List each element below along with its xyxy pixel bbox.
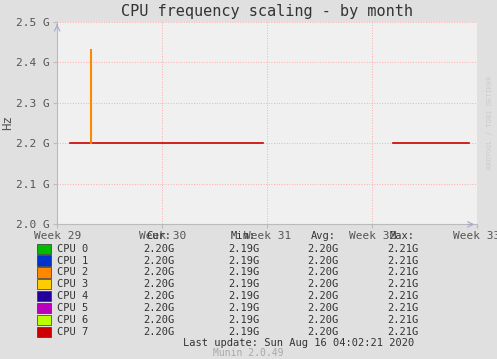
Text: Cur:: Cur: bbox=[147, 231, 171, 241]
Text: 2.19G: 2.19G bbox=[228, 267, 259, 278]
Text: 2.19G: 2.19G bbox=[228, 303, 259, 313]
Text: 2.20G: 2.20G bbox=[308, 279, 338, 289]
Text: 2.19G: 2.19G bbox=[228, 291, 259, 301]
Bar bbox=[37, 256, 51, 266]
Text: CPU 3: CPU 3 bbox=[57, 279, 88, 289]
Bar bbox=[37, 291, 51, 301]
Text: 2.21G: 2.21G bbox=[387, 279, 418, 289]
Text: 2.19G: 2.19G bbox=[228, 327, 259, 337]
Bar bbox=[37, 243, 51, 254]
Text: 2.21G: 2.21G bbox=[387, 256, 418, 266]
Text: 2.21G: 2.21G bbox=[387, 244, 418, 253]
Text: 2.20G: 2.20G bbox=[308, 327, 338, 337]
Text: 2.20G: 2.20G bbox=[308, 291, 338, 301]
Title: CPU frequency scaling - by month: CPU frequency scaling - by month bbox=[121, 4, 413, 19]
Text: 2.20G: 2.20G bbox=[308, 303, 338, 313]
Text: 2.20G: 2.20G bbox=[144, 256, 174, 266]
Text: 2.19G: 2.19G bbox=[228, 279, 259, 289]
Text: CPU 7: CPU 7 bbox=[57, 327, 88, 337]
Text: CPU 4: CPU 4 bbox=[57, 291, 88, 301]
Text: CPU 2: CPU 2 bbox=[57, 267, 88, 278]
Text: Min:: Min: bbox=[231, 231, 256, 241]
Text: 2.20G: 2.20G bbox=[144, 279, 174, 289]
Text: 2.19G: 2.19G bbox=[228, 256, 259, 266]
Bar bbox=[37, 267, 51, 278]
Text: 2.21G: 2.21G bbox=[387, 303, 418, 313]
Text: 2.20G: 2.20G bbox=[144, 244, 174, 253]
Text: 2.21G: 2.21G bbox=[387, 327, 418, 337]
Text: 2.20G: 2.20G bbox=[308, 315, 338, 325]
Bar bbox=[37, 327, 51, 337]
Text: 2.19G: 2.19G bbox=[228, 244, 259, 253]
Text: 2.21G: 2.21G bbox=[387, 315, 418, 325]
Text: CPU 0: CPU 0 bbox=[57, 244, 88, 253]
Text: 2.20G: 2.20G bbox=[308, 267, 338, 278]
Text: 2.20G: 2.20G bbox=[144, 327, 174, 337]
Text: Avg:: Avg: bbox=[311, 231, 335, 241]
Text: 2.20G: 2.20G bbox=[144, 291, 174, 301]
Text: CPU 1: CPU 1 bbox=[57, 256, 88, 266]
Text: 2.21G: 2.21G bbox=[387, 291, 418, 301]
Text: 2.19G: 2.19G bbox=[228, 315, 259, 325]
Text: Munin 2.0.49: Munin 2.0.49 bbox=[213, 348, 284, 358]
Text: 2.20G: 2.20G bbox=[144, 315, 174, 325]
Text: CPU 6: CPU 6 bbox=[57, 315, 88, 325]
Text: Max:: Max: bbox=[390, 231, 415, 241]
Y-axis label: Hz: Hz bbox=[0, 116, 14, 130]
Bar bbox=[37, 279, 51, 289]
Text: Last update: Sun Aug 16 04:02:21 2020: Last update: Sun Aug 16 04:02:21 2020 bbox=[182, 337, 414, 348]
Bar bbox=[37, 303, 51, 313]
Text: 2.20G: 2.20G bbox=[144, 267, 174, 278]
Text: 2.20G: 2.20G bbox=[144, 303, 174, 313]
Text: 2.20G: 2.20G bbox=[308, 244, 338, 253]
Text: CPU 5: CPU 5 bbox=[57, 303, 88, 313]
Text: RRDTOOL / TOBI OETIKER: RRDTOOL / TOBI OETIKER bbox=[487, 75, 493, 169]
Text: 2.20G: 2.20G bbox=[308, 256, 338, 266]
Text: 2.21G: 2.21G bbox=[387, 267, 418, 278]
Bar bbox=[37, 315, 51, 325]
